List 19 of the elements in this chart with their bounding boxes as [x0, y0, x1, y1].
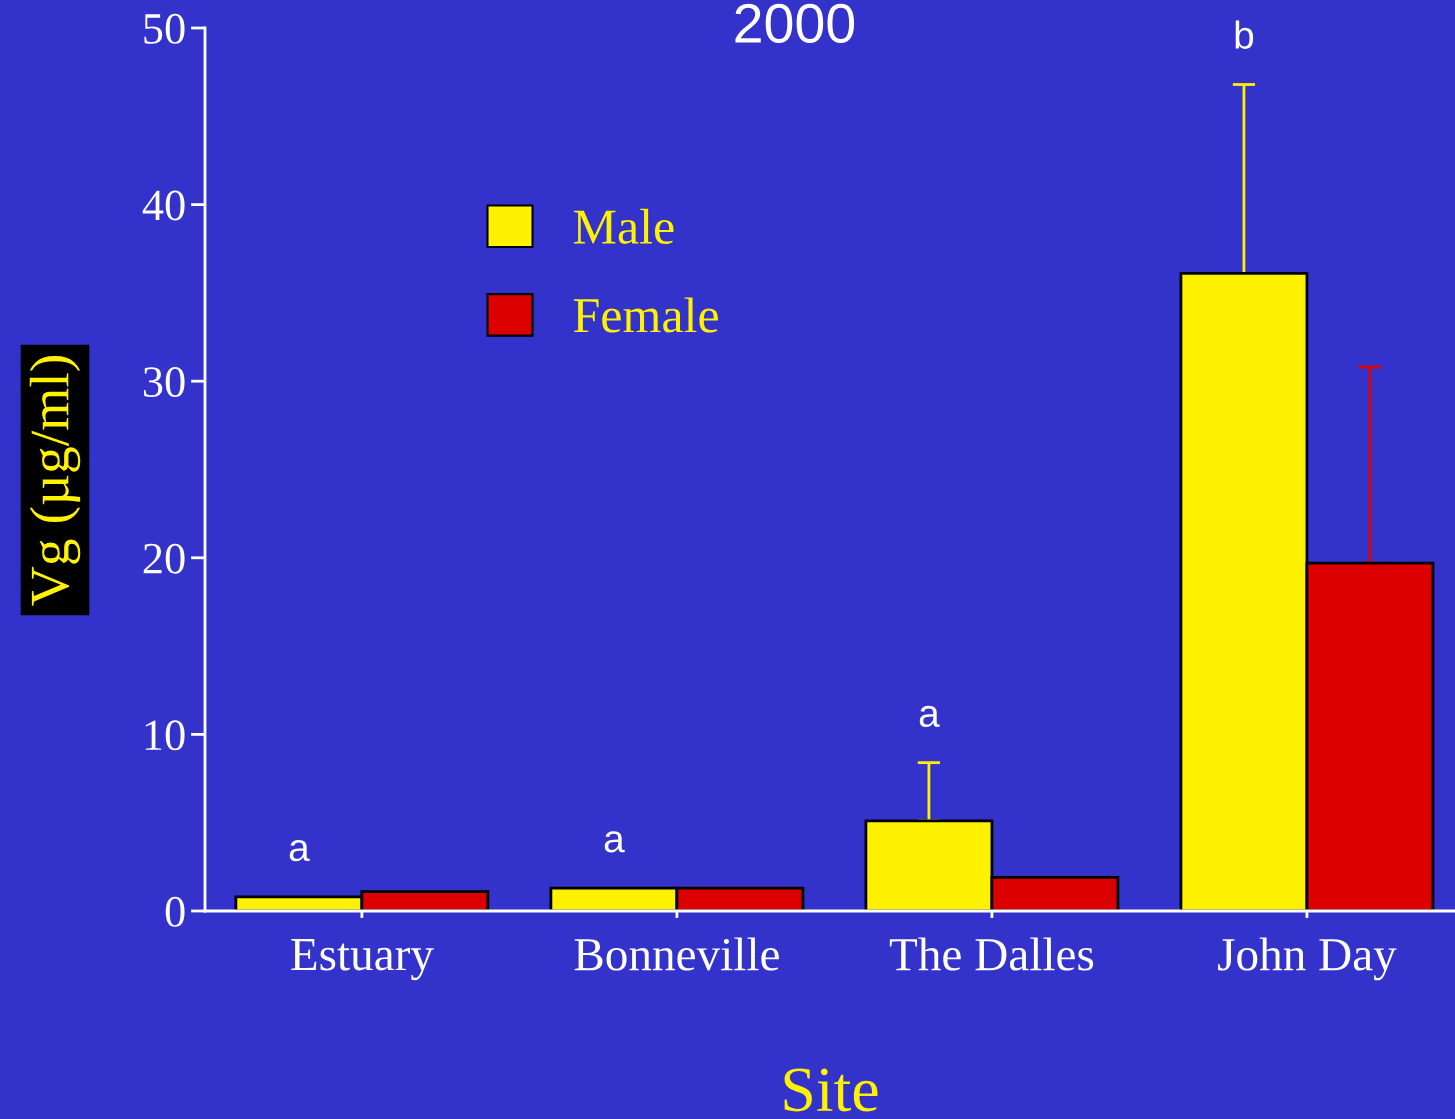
x-tick-label: John Day [1218, 937, 1397, 981]
y-tick-label: 50 [144, 13, 185, 44]
annotation: b [1235, 20, 1254, 49]
legend-label: Male [573, 208, 674, 244]
y-tick-label: 20 [143, 543, 185, 574]
annotation: a [604, 831, 625, 853]
x-axis-title: Site [784, 1068, 878, 1112]
y-tick-label: 10 [145, 720, 185, 751]
legend-label: Female [573, 297, 718, 333]
y-axis-title: Vg (µg/ml) [29, 356, 81, 606]
x-tick-label: The Dalles [889, 937, 1094, 971]
annotation: a [919, 705, 940, 728]
y-tick-label: 0 [165, 896, 185, 927]
x-tick-label: Bonneville [574, 937, 779, 971]
chart-title: 2000 [735, 3, 855, 44]
y-tick-label: 30 [143, 367, 185, 398]
y-tick-label: 40 [142, 190, 185, 221]
annotation: a [289, 840, 310, 862]
x-tick-label: Estuary [291, 939, 434, 981]
